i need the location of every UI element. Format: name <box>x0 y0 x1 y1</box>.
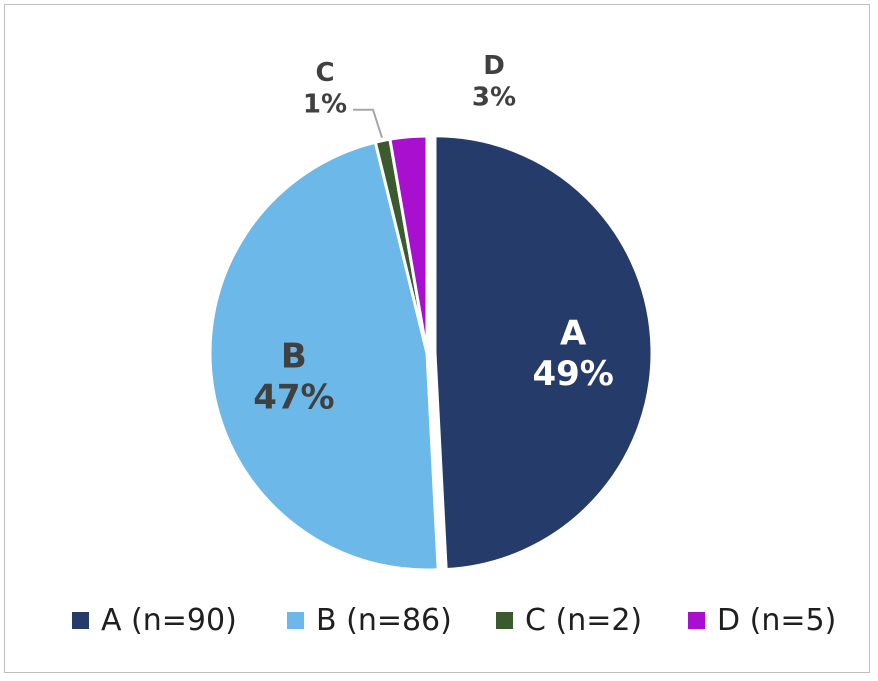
slice-label-d: D <box>483 51 505 81</box>
legend: A (n=90) B (n=86) C (n=2) D (n=5) <box>0 596 878 644</box>
legend-swatch-c <box>496 611 513 629</box>
pie-slice-b <box>208 140 440 572</box>
pie-slice-d <box>388 134 429 355</box>
pie-slices <box>208 134 654 572</box>
legend-label-b: B (n=86) <box>316 602 452 638</box>
legend-label-c: C (n=2) <box>525 602 643 638</box>
legend-item-c: C (n=2) <box>496 596 642 644</box>
slice-label-a: A <box>560 313 587 353</box>
slice-percent-a: 49% <box>532 354 613 394</box>
slice-percent-b: 47% <box>253 377 334 417</box>
pie-slice-a <box>433 134 654 572</box>
slice-percent-d: 3% <box>472 82 516 112</box>
legend-swatch-b <box>287 611 304 629</box>
slice-labels: A49% B47% C1% D3% <box>253 51 614 417</box>
legend-swatch-a <box>72 611 89 629</box>
slice-percent-c: 1% <box>303 89 347 119</box>
legend-label-d: D (n=5) <box>717 602 837 638</box>
slice-label-c: C <box>315 58 334 88</box>
leader-line-c <box>353 108 383 138</box>
legend-label-a: A (n=90) <box>101 602 237 638</box>
legend-item-a: A (n=90) <box>72 596 237 644</box>
slice-label-b: B <box>281 336 307 376</box>
legend-swatch-d <box>688 611 705 629</box>
leader-lines <box>353 108 383 138</box>
legend-item-b: B (n=86) <box>287 596 452 644</box>
legend-item-d: D (n=5) <box>688 596 836 644</box>
